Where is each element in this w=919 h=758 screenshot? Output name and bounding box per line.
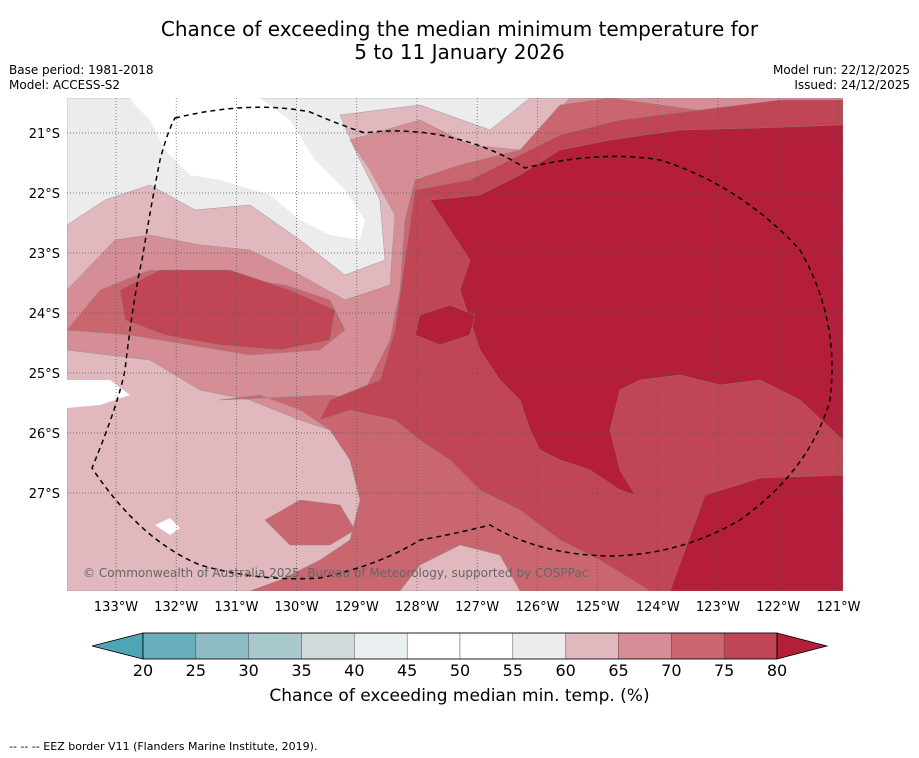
map-area [67, 98, 843, 591]
chart-title: Chance of exceeding the median minimum t… [0, 18, 919, 64]
lat-label: 21°S [29, 127, 60, 142]
region-80-southeast [669, 474, 843, 591]
colorbar-swatch [406, 632, 461, 660]
colorbar-tick-label: 20 [133, 661, 153, 680]
colorbar-tick-label: 40 [344, 661, 364, 680]
colorbar-over-arrow [776, 632, 829, 660]
region-white-spot [155, 518, 180, 535]
map-figure: © Commonwealth of Australia 2025, Bureau… [29, 98, 861, 680]
colorbar-under-arrow [91, 632, 144, 660]
lon-label: 131°W [214, 600, 258, 615]
colorbar-tick-label: 30 [238, 661, 258, 680]
gridlines [67, 98, 843, 591]
colorbar-ticks: 20 25 30 35 40 45 50 55 60 65 70 75 80 [133, 661, 787, 680]
colorbar [91, 632, 829, 660]
model-name: Model: ACCESS-S2 [9, 78, 121, 92]
title-line-1: Chance of exceeding the median minimum t… [160, 17, 759, 41]
issued-date: Issued: 24/12/2025 [794, 78, 910, 92]
lon-label: 129°W [335, 600, 379, 615]
colorbar-tick-label: 45 [397, 661, 417, 680]
colorbar-tick-label: 65 [608, 661, 628, 680]
region-80 [429, 124, 843, 496]
model-run: Model run: 22/12/2025 [772, 63, 910, 77]
region-white-north [130, 98, 365, 240]
colorbar-tick-label: 35 [291, 661, 311, 680]
colorbar-swatch [723, 632, 778, 660]
info-right: Model run: 22/12/2025 Issued: 24/12/2025 [773, 63, 910, 93]
region-white-west [67, 380, 130, 408]
lon-label: 128°W [395, 600, 439, 615]
lon-label: 125°W [576, 600, 620, 615]
eez-legend-note: -- -- -- EEZ border V11 (Flanders Marine… [9, 740, 318, 753]
colorbar-swatch [671, 632, 725, 660]
region-70-south [264, 499, 356, 546]
lon-label: 133°W [94, 600, 138, 615]
colorbar-swatch [459, 632, 514, 660]
region-80-blob [414, 304, 476, 346]
lon-label: 132°W [154, 600, 198, 615]
lon-labels: 133°W 132°W 131°W 130°W 129°W 128°W 127°W 126°W… [94, 600, 861, 615]
lon-label: 122°W [756, 600, 800, 615]
title-line-2: 5 to 11 January 2026 [354, 40, 565, 64]
colorbar-swatch [248, 632, 302, 660]
colorbar-frame [142, 632, 778, 660]
colorbar-swatch [142, 632, 197, 660]
colorbar-tick-label: 55 [503, 661, 523, 680]
lon-label: 123°W [696, 600, 740, 615]
lat-label: 22°S [29, 187, 60, 202]
colorbar-tick-label: 60 [555, 661, 575, 680]
region-75 [119, 269, 336, 351]
colorbar-swatch [301, 632, 355, 660]
lat-label: 27°S [29, 487, 60, 502]
colorbar-swatch [512, 632, 566, 660]
lon-label: 124°W [636, 600, 680, 615]
info-left: Base period: 1981-2018 Model: ACCESS-S2 [9, 63, 154, 93]
colorbar-swatch [354, 632, 408, 660]
lat-label: 25°S [29, 367, 60, 382]
colorbar-tick-label: 80 [767, 661, 787, 680]
colorbar-swatch [565, 632, 619, 660]
colorbar-swatch [195, 632, 249, 660]
lon-label: 130°W [275, 600, 319, 615]
lat-label: 26°S [29, 427, 60, 442]
colorbar-label: Chance of exceeding median min. temp. (%… [269, 686, 650, 706]
colorbar-tick-label: 70 [661, 661, 681, 680]
lon-label: 127°W [455, 600, 499, 615]
colorbar-swatch [618, 632, 672, 660]
lat-label: 23°S [29, 247, 60, 262]
base-period: Base period: 1981-2018 [9, 63, 154, 77]
colorbar-tick-label: 25 [186, 661, 206, 680]
lat-label: 24°S [29, 307, 60, 322]
colorbar-tick-label: 75 [714, 661, 734, 680]
copyright-notice: © Commonwealth of Australia 2025, Bureau… [83, 566, 588, 580]
lon-label: 126°W [515, 600, 559, 615]
lon-label: 121°W [816, 600, 860, 615]
lat-labels: 21°S 22°S 23°S 24°S 25°S 26°S 27°S [29, 127, 60, 502]
colorbar-tick-label: 50 [450, 661, 470, 680]
